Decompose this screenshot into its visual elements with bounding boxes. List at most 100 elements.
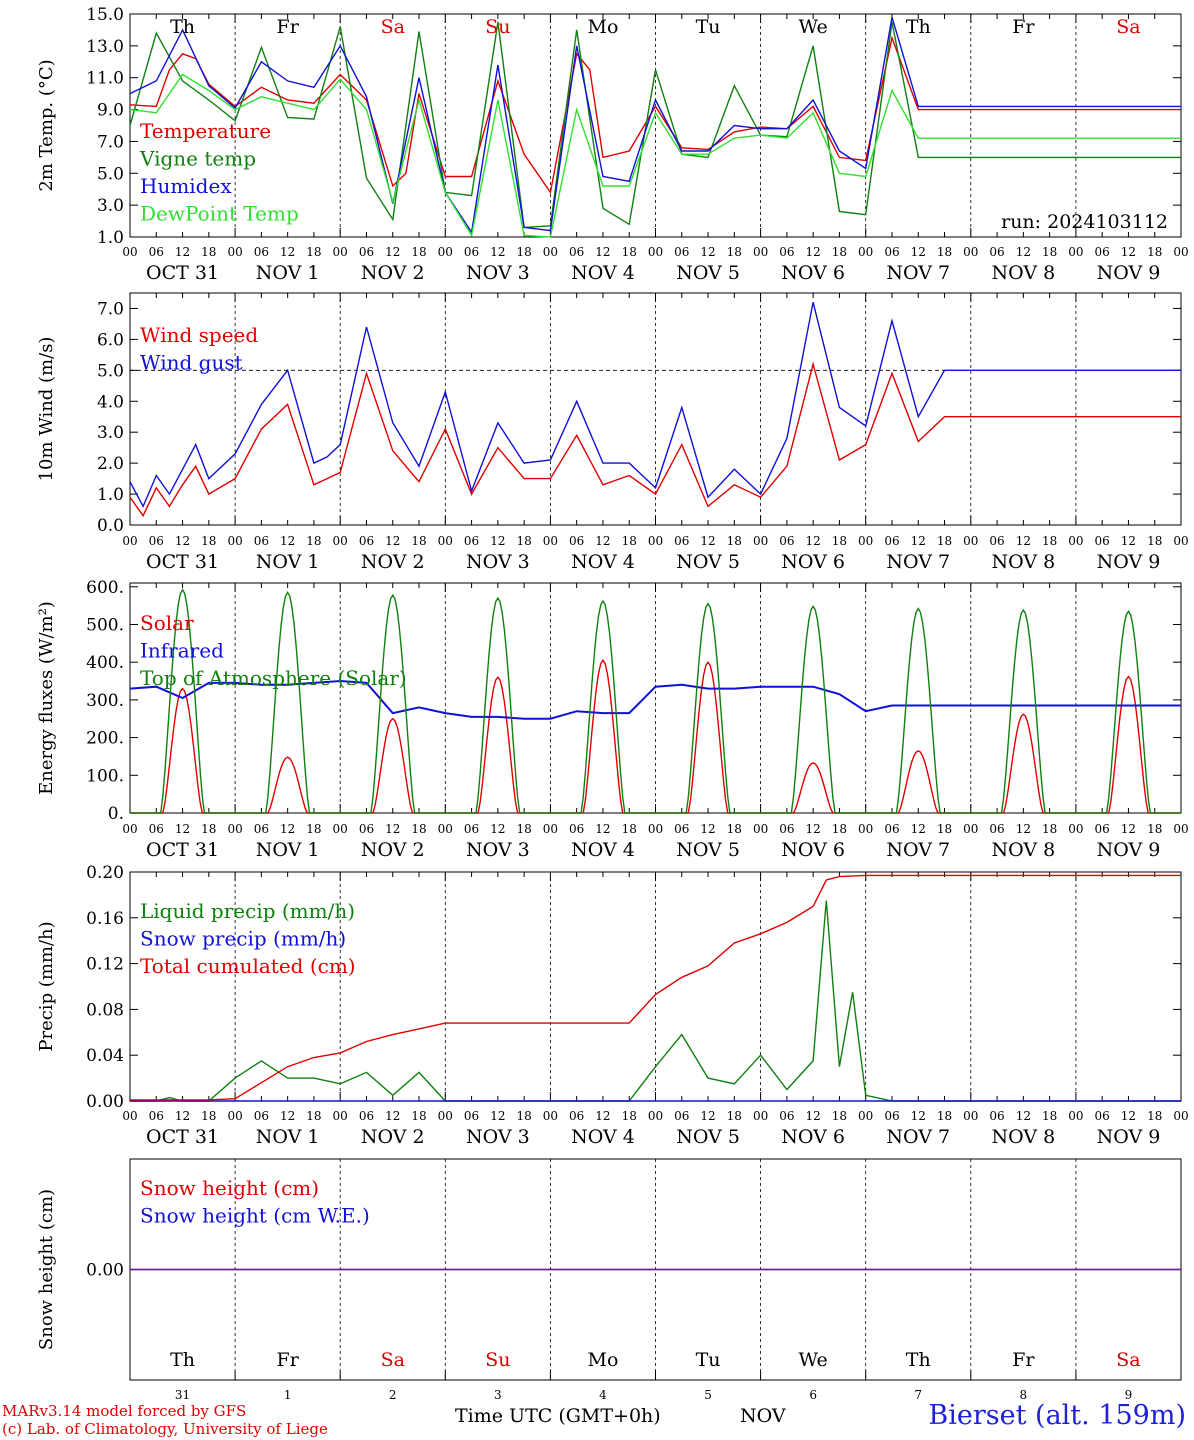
y-tick-label: 11.0 bbox=[86, 69, 124, 89]
day-label: NOV 2 bbox=[361, 839, 425, 861]
hour-tick-label: 00 bbox=[858, 534, 873, 548]
day-label: NOV 6 bbox=[781, 1126, 845, 1148]
hour-tick-label: 06 bbox=[359, 534, 374, 548]
series-line bbox=[129, 302, 1181, 509]
hour-tick-label: 00 bbox=[753, 534, 768, 548]
hour-tick-label: 18 bbox=[306, 245, 321, 259]
hour-tick-label: 12 bbox=[490, 822, 505, 836]
hour-tick-label: 00 bbox=[1173, 534, 1188, 548]
hour-tick-label: 00 bbox=[1173, 245, 1188, 259]
hour-tick-label: 18 bbox=[622, 534, 637, 548]
day-label: NOV 5 bbox=[676, 1126, 740, 1148]
hour-tick-label: 06 bbox=[989, 1109, 1004, 1123]
hour-tick-label: 18 bbox=[937, 1109, 952, 1123]
day-label: NOV 9 bbox=[1097, 839, 1161, 861]
day-number-label: 8 bbox=[1020, 1388, 1028, 1402]
hour-tick-label: 00 bbox=[1068, 534, 1083, 548]
hour-tick-label: 18 bbox=[937, 534, 952, 548]
hour-tick-label: 12 bbox=[700, 1109, 715, 1123]
series-line bbox=[129, 35, 1181, 195]
day-label: NOV 6 bbox=[781, 839, 845, 861]
hour-tick-label: 12 bbox=[175, 245, 190, 259]
hour-tick-label: 06 bbox=[989, 822, 1004, 836]
series-line bbox=[129, 73, 1181, 238]
series-line bbox=[130, 874, 1181, 1101]
hour-tick-label: 00 bbox=[438, 534, 453, 548]
hour-tick-label: 06 bbox=[674, 534, 689, 548]
hour-tick-label: 00 bbox=[227, 245, 242, 259]
hour-tick-label: 18 bbox=[411, 1109, 426, 1123]
hour-tick-label: 18 bbox=[201, 534, 216, 548]
y-tick-label: 0.08 bbox=[86, 1000, 124, 1020]
hour-tick-label: 00 bbox=[543, 1109, 558, 1123]
hour-tick-label: 12 bbox=[595, 1109, 610, 1123]
hour-tick-label: 00 bbox=[122, 245, 137, 259]
hour-tick-label: 12 bbox=[175, 822, 190, 836]
day-label: NOV 9 bbox=[1097, 1126, 1161, 1148]
y-tick-label: 0.00 bbox=[86, 1261, 124, 1281]
hour-tick-label: 06 bbox=[569, 534, 584, 548]
hour-tick-label: 00 bbox=[1173, 1109, 1188, 1123]
hour-tick-label: 00 bbox=[122, 1109, 137, 1123]
hour-tick-label: 06 bbox=[569, 822, 584, 836]
hour-tick-label: 06 bbox=[674, 1109, 689, 1123]
day-label: NOV 3 bbox=[466, 262, 530, 284]
day-label: NOV 5 bbox=[676, 839, 740, 861]
hour-tick-label: 06 bbox=[149, 1109, 164, 1123]
hour-tick-label: 12 bbox=[175, 1109, 190, 1123]
hour-tick-label: 06 bbox=[989, 245, 1004, 259]
hour-tick-label: 00 bbox=[648, 822, 663, 836]
hour-tick-label: 06 bbox=[149, 822, 164, 836]
day-label: NOV 4 bbox=[571, 551, 635, 573]
day-label: NOV 6 bbox=[781, 551, 845, 573]
hour-tick-label: 12 bbox=[385, 245, 400, 259]
hour-tick-label: 18 bbox=[1042, 1109, 1057, 1123]
x-axis-label: Time UTC (GMT+0h) bbox=[455, 1405, 661, 1427]
day-label: NOV 4 bbox=[571, 262, 635, 284]
weekday-label: Tu bbox=[696, 16, 721, 38]
hour-tick-label: 00 bbox=[753, 1109, 768, 1123]
weekday-label: Th bbox=[170, 16, 195, 38]
hour-tick-label: 06 bbox=[569, 245, 584, 259]
y-tick-label: 500. bbox=[86, 615, 124, 635]
hour-tick-label: 12 bbox=[490, 245, 505, 259]
hour-tick-label: 18 bbox=[1042, 245, 1057, 259]
hour-tick-label: 06 bbox=[884, 245, 899, 259]
hour-tick-label: 12 bbox=[1121, 1109, 1136, 1123]
legend-entry: Infrared bbox=[140, 639, 224, 663]
y-tick-label: 3.0 bbox=[97, 196, 124, 216]
hour-tick-label: 00 bbox=[858, 822, 873, 836]
legend-entry: Wind gust bbox=[140, 351, 243, 375]
day-label: NOV 1 bbox=[256, 839, 320, 861]
hour-tick-label: 18 bbox=[622, 1109, 637, 1123]
hour-tick-label: 06 bbox=[1095, 534, 1110, 548]
series-line bbox=[129, 679, 1181, 720]
station-title: Bierset (alt. 159m) bbox=[928, 1400, 1186, 1431]
y-axis-label: Snow height (cm) bbox=[36, 1189, 57, 1350]
hour-tick-label: 18 bbox=[306, 1109, 321, 1123]
hour-tick-label: 12 bbox=[700, 822, 715, 836]
y-tick-label: 400. bbox=[86, 653, 124, 673]
weekday-label: Fr bbox=[277, 1349, 300, 1371]
day-label: OCT 31 bbox=[146, 551, 219, 573]
hour-tick-label: 12 bbox=[1016, 822, 1031, 836]
day-label: NOV 4 bbox=[571, 1126, 635, 1148]
hour-tick-label: 18 bbox=[1147, 822, 1162, 836]
hour-tick-label: 06 bbox=[359, 1109, 374, 1123]
hour-tick-label: 00 bbox=[333, 1109, 348, 1123]
y-tick-label: 200. bbox=[86, 729, 124, 749]
hour-tick-label: 12 bbox=[280, 1109, 295, 1123]
hour-tick-label: 00 bbox=[858, 1109, 873, 1123]
hour-tick-label: 06 bbox=[254, 822, 269, 836]
day-label: NOV 2 bbox=[361, 551, 425, 573]
hour-tick-label: 18 bbox=[832, 822, 847, 836]
y-tick-label: 7.0 bbox=[97, 132, 124, 152]
weekday-label: Mo bbox=[587, 1349, 618, 1371]
weekday-label: Su bbox=[485, 16, 510, 38]
hour-tick-label: 18 bbox=[411, 245, 426, 259]
hour-tick-label: 18 bbox=[516, 1109, 531, 1123]
day-label: NOV 3 bbox=[466, 551, 530, 573]
hour-tick-label: 00 bbox=[122, 822, 137, 836]
legend-entry: Wind speed bbox=[140, 323, 258, 347]
series-line bbox=[130, 588, 1181, 814]
